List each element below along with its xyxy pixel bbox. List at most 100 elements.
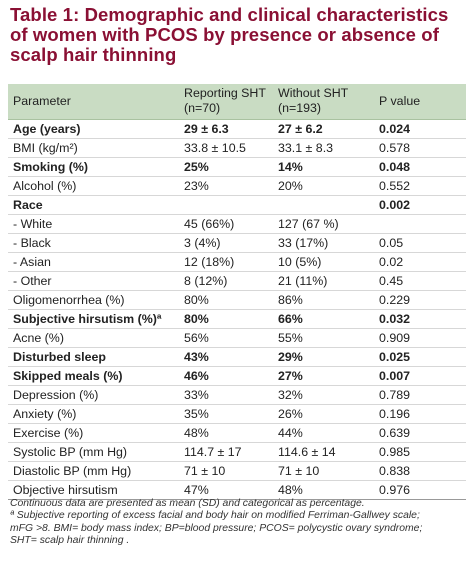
cell-without-sht: 27 ± 6.2 [273, 118, 374, 139]
cell-reporting-sht: 23% [179, 176, 273, 196]
cell-p-value: 0.229 [374, 290, 466, 310]
cell-reporting-sht: 80% [179, 309, 273, 329]
cell-p-value: 0.639 [374, 423, 466, 443]
cell-reporting-sht: 56% [179, 328, 273, 348]
footnote-line: ª Subjective reporting of excess facial … [10, 510, 420, 522]
cell-without-sht: 71 ± 10 [273, 461, 374, 481]
cell-reporting-sht: 48% [179, 423, 273, 443]
cell-p-value: 0.45 [374, 271, 466, 291]
footnote-line: SHT= scalp hair thinning . [10, 535, 130, 547]
table-row: Systolic BP (mm Hg) 114.7 ± 17 114.6 ± 14 0… [8, 442, 466, 462]
cell-without-sht: 114.6 ± 14 [273, 442, 374, 462]
cell-reporting-sht: 25% [179, 157, 273, 177]
table-row: Oligomenorrhea (%) 80% 86% 0.229 [8, 290, 466, 310]
cell-without-sht: 33.1 ± 8.3 [273, 138, 374, 158]
cell-without-sht: 27% [273, 366, 374, 386]
cell-p-value: 0.007 [374, 366, 466, 386]
footnote: Continuous data are presented as mean (S… [10, 498, 468, 548]
table-row: Acne (%) 56% 55% 0.909 [8, 328, 466, 348]
cell-p-value: 0.025 [374, 347, 466, 367]
cell-parameter: Skipped meals (%) [8, 366, 179, 386]
cell-p-value: 0.552 [374, 176, 466, 196]
cell-without-sht: 29% [273, 347, 374, 367]
cell-p-value [374, 214, 466, 234]
cell-parameter: - Black [8, 233, 179, 253]
cell-parameter: Depression (%) [8, 385, 179, 405]
cell-without-sht: 14% [273, 157, 374, 177]
cell-parameter: Diastolic BP (mm Hg) [8, 461, 179, 481]
cell-without-sht [273, 195, 374, 215]
cell-reporting-sht: 71 ± 10 [179, 461, 273, 481]
cell-without-sht: 26% [273, 404, 374, 424]
cell-p-value: 0.909 [374, 328, 466, 348]
cell-parameter: Age (years) [8, 118, 179, 139]
cell-reporting-sht: 45 (66%) [179, 214, 273, 234]
cell-reporting-sht: 33.8 ± 10.5 [179, 138, 273, 158]
table-row: - Other 8 (12%) 21 (11%) 0.45 [8, 271, 466, 291]
cell-parameter: Oligomenorrhea (%) [8, 290, 179, 310]
characteristics-table: Parameter Reporting SHT (n=70) Without S… [8, 84, 466, 500]
cell-without-sht: 55% [273, 328, 374, 348]
footnote-line: mFG >8. BMI= body mass index; BP=blood p… [10, 522, 423, 534]
table-row: Depression (%) 33% 32% 0.789 [8, 385, 466, 405]
cell-reporting-sht: 12 (18%) [179, 252, 273, 272]
cell-parameter: Subjective hirsutism (%)ª [8, 309, 179, 329]
cell-p-value: 0.05 [374, 233, 466, 253]
cell-parameter: Race [8, 195, 179, 215]
table-body: Age (years) 29 ± 6.3 27 ± 6.2 0.024 BMI (kg/… [8, 118, 466, 500]
cell-parameter: Systolic BP (mm Hg) [8, 442, 179, 462]
table-row: - Asian 12 (18%) 10 (5%) 0.02 [8, 252, 466, 272]
cell-p-value: 0.048 [374, 157, 466, 177]
header-reporting-sht-n: (n=70) [184, 101, 221, 116]
cell-without-sht: 10 (5%) [273, 252, 374, 272]
cell-reporting-sht: 46% [179, 366, 273, 386]
cell-reporting-sht: 29 ± 6.3 [179, 118, 273, 139]
cell-reporting-sht: 43% [179, 347, 273, 367]
cell-parameter: - Asian [8, 252, 179, 272]
table-title: Table 1: Demographic and clinical charac… [10, 4, 449, 65]
header-without-sht-n: (n=193) [278, 101, 322, 116]
table-row: Subjective hirsutism (%)ª 80% 66% 0.032 [8, 309, 466, 329]
cell-reporting-sht: 47% [179, 480, 273, 500]
table-row: - White 45 (66%) 127 (67 %) [8, 214, 466, 234]
cell-without-sht: 21 (11%) [273, 271, 374, 291]
cell-p-value: 0.838 [374, 461, 466, 481]
cell-without-sht: 66% [273, 309, 374, 329]
cell-reporting-sht: 80% [179, 290, 273, 310]
cell-parameter: Disturbed sleep [8, 347, 179, 367]
table-row: Alcohol (%) 23% 20% 0.552 [8, 176, 466, 196]
cell-reporting-sht [179, 195, 273, 215]
table-row: Diastolic BP (mm Hg) 71 ± 10 71 ± 10 0.838 [8, 461, 466, 481]
cell-parameter: Anxiety (%) [8, 404, 179, 424]
header-reporting-sht: Reporting SHT (n=70) [179, 84, 273, 120]
cell-reporting-sht: 114.7 ± 17 [179, 442, 273, 462]
cell-parameter: Alcohol (%) [8, 176, 179, 196]
cell-p-value: 0.976 [374, 480, 466, 500]
cell-parameter: - Other [8, 271, 179, 291]
table-row: Skipped meals (%) 46% 27% 0.007 [8, 366, 466, 386]
cell-reporting-sht: 3 (4%) [179, 233, 273, 253]
cell-parameter: BMI (kg/m²) [8, 138, 179, 158]
cell-p-value: 0.024 [374, 118, 466, 139]
cell-p-value: 0.02 [374, 252, 466, 272]
table-row: - Black 3 (4%) 33 (17%) 0.05 [8, 233, 466, 253]
header-p-value: P value [374, 84, 466, 120]
header-reporting-sht-label: Reporting SHT [184, 86, 266, 101]
cell-reporting-sht: 8 (12%) [179, 271, 273, 291]
table-row: Smoking (%) 25% 14% 0.048 [8, 157, 466, 177]
table-row: Disturbed sleep 43% 29% 0.025 [8, 347, 466, 367]
header-parameter: Parameter [8, 84, 179, 120]
table-row: BMI (kg/m²) 33.8 ± 10.5 33.1 ± 8.3 0.578 [8, 138, 466, 158]
cell-without-sht: 32% [273, 385, 374, 405]
table-row: Age (years) 29 ± 6.3 27 ± 6.2 0.024 [8, 118, 466, 139]
cell-p-value: 0.985 [374, 442, 466, 462]
table-row: Anxiety (%) 35% 26% 0.196 [8, 404, 466, 424]
cell-parameter: Objective hirsutism [8, 480, 179, 500]
table-row: Objective hirsutism 47% 48% 0.976 [8, 480, 466, 500]
table-row: Race 0.002 [8, 195, 466, 215]
header-without-sht-label: Without SHT [278, 86, 349, 101]
cell-parameter: - White [8, 214, 179, 234]
cell-parameter: Smoking (%) [8, 157, 179, 177]
cell-p-value: 0.578 [374, 138, 466, 158]
